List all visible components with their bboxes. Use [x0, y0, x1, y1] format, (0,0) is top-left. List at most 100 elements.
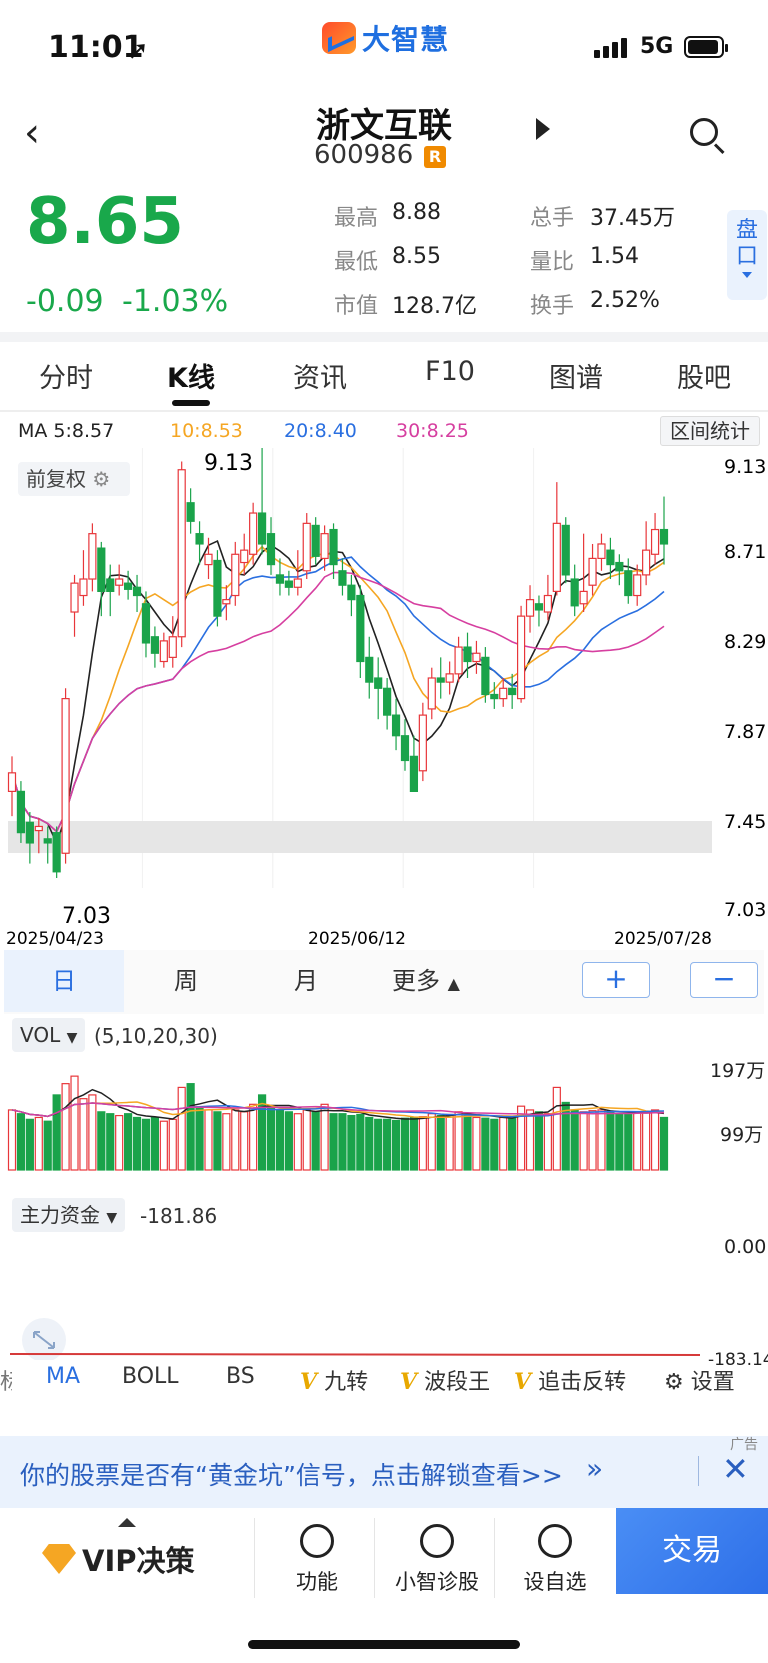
back-icon[interactable]: ‹ — [24, 110, 40, 156]
volume-bar — [454, 1111, 463, 1171]
volume-indicator-select[interactable]: VOL ▼ — [12, 1018, 86, 1052]
volume-bar — [43, 1120, 52, 1171]
candle-body — [624, 570, 633, 597]
tab-f10[interactable]: F10 — [425, 356, 475, 387]
candle-body — [427, 677, 436, 710]
price-change: -0.09 — [26, 284, 104, 319]
range-stats-button[interactable]: 区间统计 — [660, 416, 760, 446]
candle-body — [70, 582, 79, 613]
candle-body — [615, 561, 624, 572]
close-icon[interactable]: ✕ — [722, 1450, 749, 1488]
volume-bar — [195, 1107, 204, 1171]
candle-body — [168, 636, 177, 658]
current-price: 8.65 — [26, 185, 184, 259]
indicator-boll[interactable]: BOLL — [122, 1364, 179, 1389]
tab-news[interactable]: 资讯 — [293, 363, 347, 394]
candle-body — [391, 714, 401, 737]
ma30-label: 30:8.25 — [396, 420, 469, 442]
candle-body — [79, 578, 88, 597]
candle-body — [659, 528, 669, 545]
candle-body — [7, 772, 17, 793]
candle-body — [588, 557, 597, 586]
candle-body — [445, 673, 454, 683]
period-day[interactable]: 日 — [4, 950, 124, 1012]
candle-body — [231, 553, 240, 597]
volume-y-mid: 99万 — [720, 1124, 764, 1146]
period-month[interactable]: 月 — [294, 967, 318, 995]
tab-intraday[interactable]: 分时 — [39, 363, 93, 394]
indicator-boduanwang[interactable]: V 波段王 — [400, 1364, 490, 1396]
function-button[interactable]: 功能 — [262, 1524, 372, 1596]
tab-kline[interactable]: K线 — [167, 363, 215, 394]
next-stock-icon[interactable] — [536, 118, 550, 140]
candle-body — [579, 590, 588, 605]
period-week[interactable]: 周 — [174, 967, 198, 995]
zoom-in-button[interactable]: + — [582, 962, 650, 998]
volume-bar — [516, 1105, 526, 1171]
search-icon[interactable] — [690, 118, 718, 146]
candle-body — [34, 825, 43, 832]
candle-body — [311, 524, 320, 557]
pankou-button[interactable]: 盘口 — [727, 210, 767, 300]
volume-bar — [400, 1117, 410, 1171]
candle-body — [329, 528, 338, 566]
indicator-settings[interactable]: ⚙ 设置 — [664, 1364, 735, 1396]
candle-body — [97, 547, 106, 592]
trade-button[interactable]: 交易 — [616, 1508, 768, 1594]
minus-circle-icon — [538, 1524, 572, 1558]
stock-name: 浙文互联 — [316, 106, 452, 146]
stat-value-volume-ratio: 1.54 — [590, 244, 639, 269]
date-tick: 2025/06/12 — [308, 929, 406, 948]
candle-body — [633, 574, 642, 597]
gear-icon: ⚙ — [92, 467, 111, 491]
adjust-button[interactable]: 前复权 ⚙ — [18, 462, 130, 496]
volume-bar — [150, 1116, 160, 1171]
app-logo: 大智慧 — [322, 18, 449, 58]
ad-text[interactable]: 你的股票是否有“黄金坑”信号，点击解锁查看>> — [20, 1461, 563, 1490]
stock-code: 600986 — [314, 140, 414, 170]
caret-up-icon[interactable] — [118, 1518, 136, 1527]
volume-bar — [570, 1109, 579, 1171]
kline-chart[interactable]: 9.13 8.71 8.29 7.87 7.45 7.03 9.13 7.03 … — [0, 448, 768, 948]
candle-body — [374, 677, 383, 689]
volume-bar — [302, 1109, 311, 1171]
low-label: 7.03 — [62, 904, 111, 929]
add-watchlist-label: 设自选 — [523, 1570, 587, 1594]
volume-bar — [25, 1118, 34, 1171]
candle-body — [150, 636, 160, 654]
indicator-jiuzhuan-label: 九转 — [324, 1370, 369, 1395]
zoom-out-button[interactable]: − — [690, 962, 758, 998]
capital-flow-select[interactable]: 主力资金 ▼ — [12, 1198, 126, 1232]
period-more[interactable]: 更多 ▲ — [368, 950, 484, 1012]
tab-forum[interactable]: 股吧 — [677, 363, 731, 394]
indicator-partial[interactable]: 标 — [0, 1370, 12, 1395]
candle-body — [106, 578, 115, 592]
gear-icon: ⚙ — [664, 1370, 684, 1395]
candle-body — [195, 533, 204, 545]
ad-banner[interactable]: 广告 你的股票是否有“黄金坑”信号，点击解锁查看>> » ✕ — [0, 1436, 768, 1508]
indicator-boduanwang-label: 波段王 — [424, 1370, 491, 1395]
vip-decision-button[interactable]: VIP决策 — [42, 1538, 195, 1580]
candle-body — [543, 594, 552, 613]
candle-body — [534, 603, 544, 611]
indicator-zhuiji[interactable]: V 追击反转 — [514, 1364, 626, 1396]
volume-bar — [561, 1101, 570, 1171]
volume-bar — [436, 1114, 445, 1171]
volume-bar — [472, 1116, 481, 1171]
indicator-bs[interactable]: BS — [226, 1364, 255, 1389]
volume-ma30-line — [11, 1102, 665, 1118]
candle-body — [222, 599, 231, 605]
volume-bar — [534, 1111, 544, 1171]
indicator-jiuzhuan[interactable]: V 九转 — [300, 1364, 368, 1396]
candle-body — [61, 698, 70, 854]
capital-flow-value: -181.86 — [140, 1204, 218, 1228]
chevron-down-icon: ▼ — [66, 1030, 78, 1046]
tab-graph[interactable]: 图谱 — [549, 363, 603, 394]
candle-body — [88, 533, 97, 580]
volume-bar — [597, 1109, 606, 1171]
stat-label-turnover: 换手 — [530, 294, 575, 319]
diagnosis-button[interactable]: 小智诊股 — [382, 1524, 492, 1596]
add-watchlist-button[interactable]: 设自选 — [500, 1524, 610, 1596]
candle-body — [570, 578, 579, 607]
indicator-ma[interactable]: MA — [46, 1364, 81, 1389]
